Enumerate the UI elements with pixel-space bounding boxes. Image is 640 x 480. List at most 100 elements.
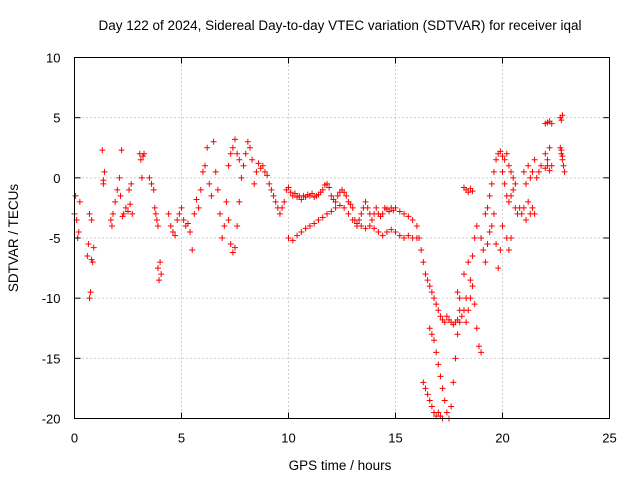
data-point	[315, 216, 322, 223]
data-point	[435, 361, 442, 368]
data-point	[469, 283, 476, 290]
data-point	[535, 168, 542, 175]
data-point	[347, 201, 354, 208]
data-point	[129, 210, 136, 217]
data-point	[84, 253, 91, 260]
data-point	[518, 210, 525, 217]
data-point	[499, 222, 506, 229]
data-point	[424, 277, 431, 284]
data-point	[428, 331, 435, 338]
data-point	[542, 150, 549, 157]
data-point	[546, 144, 553, 151]
data-point	[454, 331, 461, 338]
data-point	[512, 180, 519, 187]
data-point	[101, 168, 108, 175]
data-point	[475, 343, 482, 350]
data-point	[473, 222, 480, 229]
x-tick-label: 25	[602, 431, 616, 446]
data-point	[266, 180, 273, 187]
data-point	[437, 373, 444, 380]
data-point	[156, 277, 163, 284]
data-point	[431, 337, 438, 344]
data-point	[371, 225, 378, 232]
data-point	[125, 208, 131, 215]
data-point	[311, 220, 318, 227]
data-point	[291, 190, 298, 197]
data-point	[488, 180, 495, 187]
data-point	[210, 138, 217, 145]
data-point	[358, 222, 365, 229]
data-point	[99, 147, 106, 154]
y-tick-label: 5	[53, 111, 60, 126]
data-point	[478, 235, 485, 241]
y-tick-label: -5	[49, 231, 61, 246]
data-point	[281, 198, 288, 205]
data-point	[184, 220, 191, 227]
data-point	[108, 222, 115, 229]
data-point	[174, 216, 181, 223]
data-point	[87, 289, 94, 296]
data-point	[253, 168, 260, 175]
data-point	[197, 186, 204, 193]
data-point	[525, 198, 532, 205]
data-point	[497, 247, 504, 254]
data-point	[234, 150, 241, 157]
data-point	[261, 168, 268, 175]
data-point	[150, 186, 157, 193]
data-point	[443, 313, 450, 320]
data-point	[141, 150, 148, 157]
data-point	[236, 156, 243, 163]
data-point	[89, 259, 96, 266]
data-point	[443, 409, 450, 416]
data-point	[379, 210, 386, 217]
data-point	[328, 208, 335, 215]
data-point	[418, 247, 425, 254]
data-point	[178, 204, 185, 211]
x-tick-label: 20	[495, 431, 509, 446]
data-point	[473, 325, 480, 332]
grid-lines	[74, 57, 610, 419]
data-point	[426, 397, 433, 404]
data-point	[195, 204, 202, 211]
data-point	[520, 204, 527, 211]
data-point	[214, 186, 221, 193]
data-point	[221, 222, 228, 229]
data-point	[212, 168, 219, 175]
data-point	[435, 307, 442, 314]
data-point	[227, 150, 234, 157]
data-point	[490, 168, 497, 175]
data-point	[482, 210, 489, 217]
data-point	[375, 228, 382, 235]
data-point	[264, 172, 271, 179]
data-point	[478, 349, 485, 356]
data-point	[364, 204, 371, 211]
data-point	[302, 225, 309, 232]
data-point	[86, 210, 93, 217]
data-point	[334, 192, 341, 199]
data-point	[529, 168, 536, 175]
data-point	[276, 210, 283, 217]
data-point	[349, 204, 356, 211]
data-point	[157, 259, 164, 266]
data-point	[176, 210, 183, 217]
x-tick-label: 15	[388, 431, 402, 446]
data-point	[225, 162, 232, 169]
data-point	[366, 222, 373, 229]
data-point	[484, 241, 491, 248]
data-point	[112, 198, 119, 205]
data-point	[497, 148, 504, 155]
data-point	[88, 216, 95, 223]
data-point	[433, 301, 440, 308]
data-point	[396, 208, 403, 215]
data-point	[433, 349, 440, 356]
data-point	[151, 204, 158, 211]
data-point	[467, 277, 474, 284]
data-point	[153, 216, 160, 223]
data-point	[268, 186, 275, 193]
data-point	[538, 162, 545, 169]
data-point	[441, 397, 448, 404]
data-point	[217, 210, 224, 217]
data-point	[75, 228, 82, 235]
data-point	[240, 162, 247, 169]
